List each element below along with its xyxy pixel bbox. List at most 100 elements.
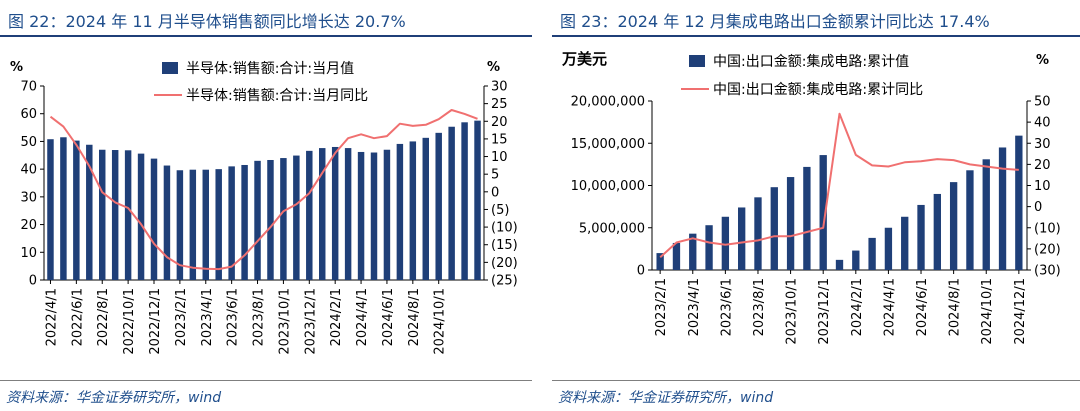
- bar: [163, 165, 171, 280]
- left-tick-label: 70: [20, 80, 37, 95]
- left-tick-label: 10: [20, 246, 37, 261]
- left-axis-unit: 万美元: [561, 50, 607, 68]
- bar: [672, 242, 681, 270]
- x-tick-label: 2023/4/1: [200, 288, 215, 346]
- x-tick-label: 2024/12/1: [1013, 278, 1028, 345]
- right-tick-label: (15): [491, 238, 518, 253]
- right-tick-label: (25): [491, 274, 518, 289]
- left-tick-label: 20,000,000: [571, 95, 645, 110]
- legend-line-label: 半导体:销售额:合计:当月同比: [186, 88, 368, 104]
- bar: [111, 150, 119, 280]
- left-tick-label: 20: [20, 218, 37, 233]
- right-tick-label: 40: [1034, 116, 1051, 131]
- bar: [656, 253, 664, 270]
- bar: [357, 151, 365, 280]
- bar: [738, 207, 746, 270]
- bar: [966, 170, 974, 270]
- right-tick-label: 0: [1034, 200, 1042, 215]
- bar: [409, 141, 417, 280]
- left-tick-label: 60: [20, 107, 37, 122]
- x-tick-label: 2024/10/1: [433, 288, 448, 355]
- right-tick-label: 50: [1034, 95, 1051, 110]
- bar: [344, 148, 352, 280]
- left-tick-label: 0: [637, 264, 645, 279]
- right-tick-label: 20: [1034, 158, 1051, 173]
- line-series: [659, 112, 1019, 259]
- bar: [422, 137, 429, 280]
- left-tick-label: 30: [20, 190, 37, 205]
- semiconductor-sales-chart: % % 0 10 20 30 40 50 60 70 (25) (20) (15) (10) (5) 0 5 10…: [10, 60, 518, 355]
- x-tick-label: 2023/4/1: [687, 278, 702, 336]
- bar: [137, 153, 145, 280]
- x-tick-label: 2024/2/1: [329, 288, 344, 346]
- right-tick-label: 10: [1034, 179, 1051, 194]
- bar: [150, 158, 158, 280]
- title-rule: [0, 35, 532, 37]
- left-tick-label: 10,000,000: [571, 179, 645, 194]
- bar: [60, 137, 67, 280]
- left-tick-label: 5,000,000: [579, 221, 645, 236]
- left-tick-label: 50: [20, 135, 37, 150]
- x-tick-label: 2023/2/1: [654, 278, 669, 336]
- right-figure-panel: 图 23：2024 年 12 月集成电路出口金额累计同比达 17.4% 万美元%…: [552, 0, 1080, 411]
- x-tick-label: 2022/12/1: [148, 288, 163, 355]
- title-rule: [552, 35, 1080, 37]
- right-tick-label: 30: [1034, 137, 1051, 152]
- legend-line-label: 中国:出口金额:集成电路:累计同比: [713, 81, 923, 98]
- bar: [705, 225, 713, 270]
- x-tick-label: 2022/10/1: [122, 288, 137, 355]
- bar: [852, 250, 860, 270]
- bar: [86, 144, 93, 280]
- source-rule: [0, 380, 532, 381]
- source-rule: [552, 380, 1080, 381]
- bar: [280, 158, 287, 280]
- bar: [331, 146, 339, 280]
- bar: [383, 149, 391, 280]
- bar: [124, 150, 132, 280]
- bar: [770, 187, 778, 270]
- right-tick-label: 20: [491, 115, 508, 130]
- x-tick-label: 2023/8/1: [752, 278, 767, 336]
- bar: [461, 122, 468, 280]
- right-tick-label: 30: [491, 80, 508, 95]
- x-tick-label: 2024/8/1: [407, 288, 422, 346]
- bar: [933, 193, 941, 270]
- source-note: 资料来源：华金证券研究所，wind: [6, 390, 222, 406]
- legend-bar-swatch: [689, 55, 705, 67]
- x-tick-label: 2024/8/1: [948, 278, 963, 336]
- left-tick-label: 15,000,000: [571, 137, 645, 152]
- right-tick-label: (30): [1034, 264, 1061, 279]
- bar: [474, 120, 481, 281]
- x-tick-label: 2024/10/1: [980, 278, 995, 345]
- x-tick-label: 2024/6/1: [381, 288, 396, 346]
- bar: [835, 259, 844, 270]
- bar: [689, 233, 697, 270]
- bar: [721, 216, 730, 270]
- figure-title: 图 23：2024 年 12 月集成电路出口金额累计同比达 17.4%: [560, 12, 990, 31]
- x-tick-label: 2023/10/1: [785, 278, 800, 345]
- right-tick-label: 10: [491, 150, 508, 165]
- bar: [189, 169, 197, 280]
- left-axis-unit: %: [10, 60, 23, 75]
- bar: [786, 177, 795, 270]
- bar: [215, 169, 222, 280]
- bar: [202, 169, 209, 280]
- x-tick-label: 2022/8/1: [96, 288, 111, 346]
- figure-title: 图 22：2024 年 11 月半导体销售额同比增长达 20.7%: [8, 12, 406, 31]
- legend-bar-swatch: [162, 62, 178, 74]
- ic-export-chart: 万美元 % 0 5,000,000 10,000,000 15,000,000 20,000…: [561, 50, 1061, 345]
- bar: [868, 237, 876, 270]
- bar: [803, 166, 811, 270]
- bar: [819, 155, 827, 270]
- bar: [228, 166, 235, 280]
- x-tick-label: 2023/6/1: [226, 288, 241, 346]
- bar: [319, 148, 326, 280]
- right-axis-unit: %: [487, 60, 500, 75]
- right-tick-label: (5): [491, 203, 509, 218]
- bar: [901, 216, 909, 270]
- bar: [254, 160, 261, 280]
- bar: [241, 164, 248, 280]
- bar: [176, 170, 184, 280]
- bar: [1015, 135, 1023, 270]
- right-tick-label: (20): [1034, 242, 1061, 257]
